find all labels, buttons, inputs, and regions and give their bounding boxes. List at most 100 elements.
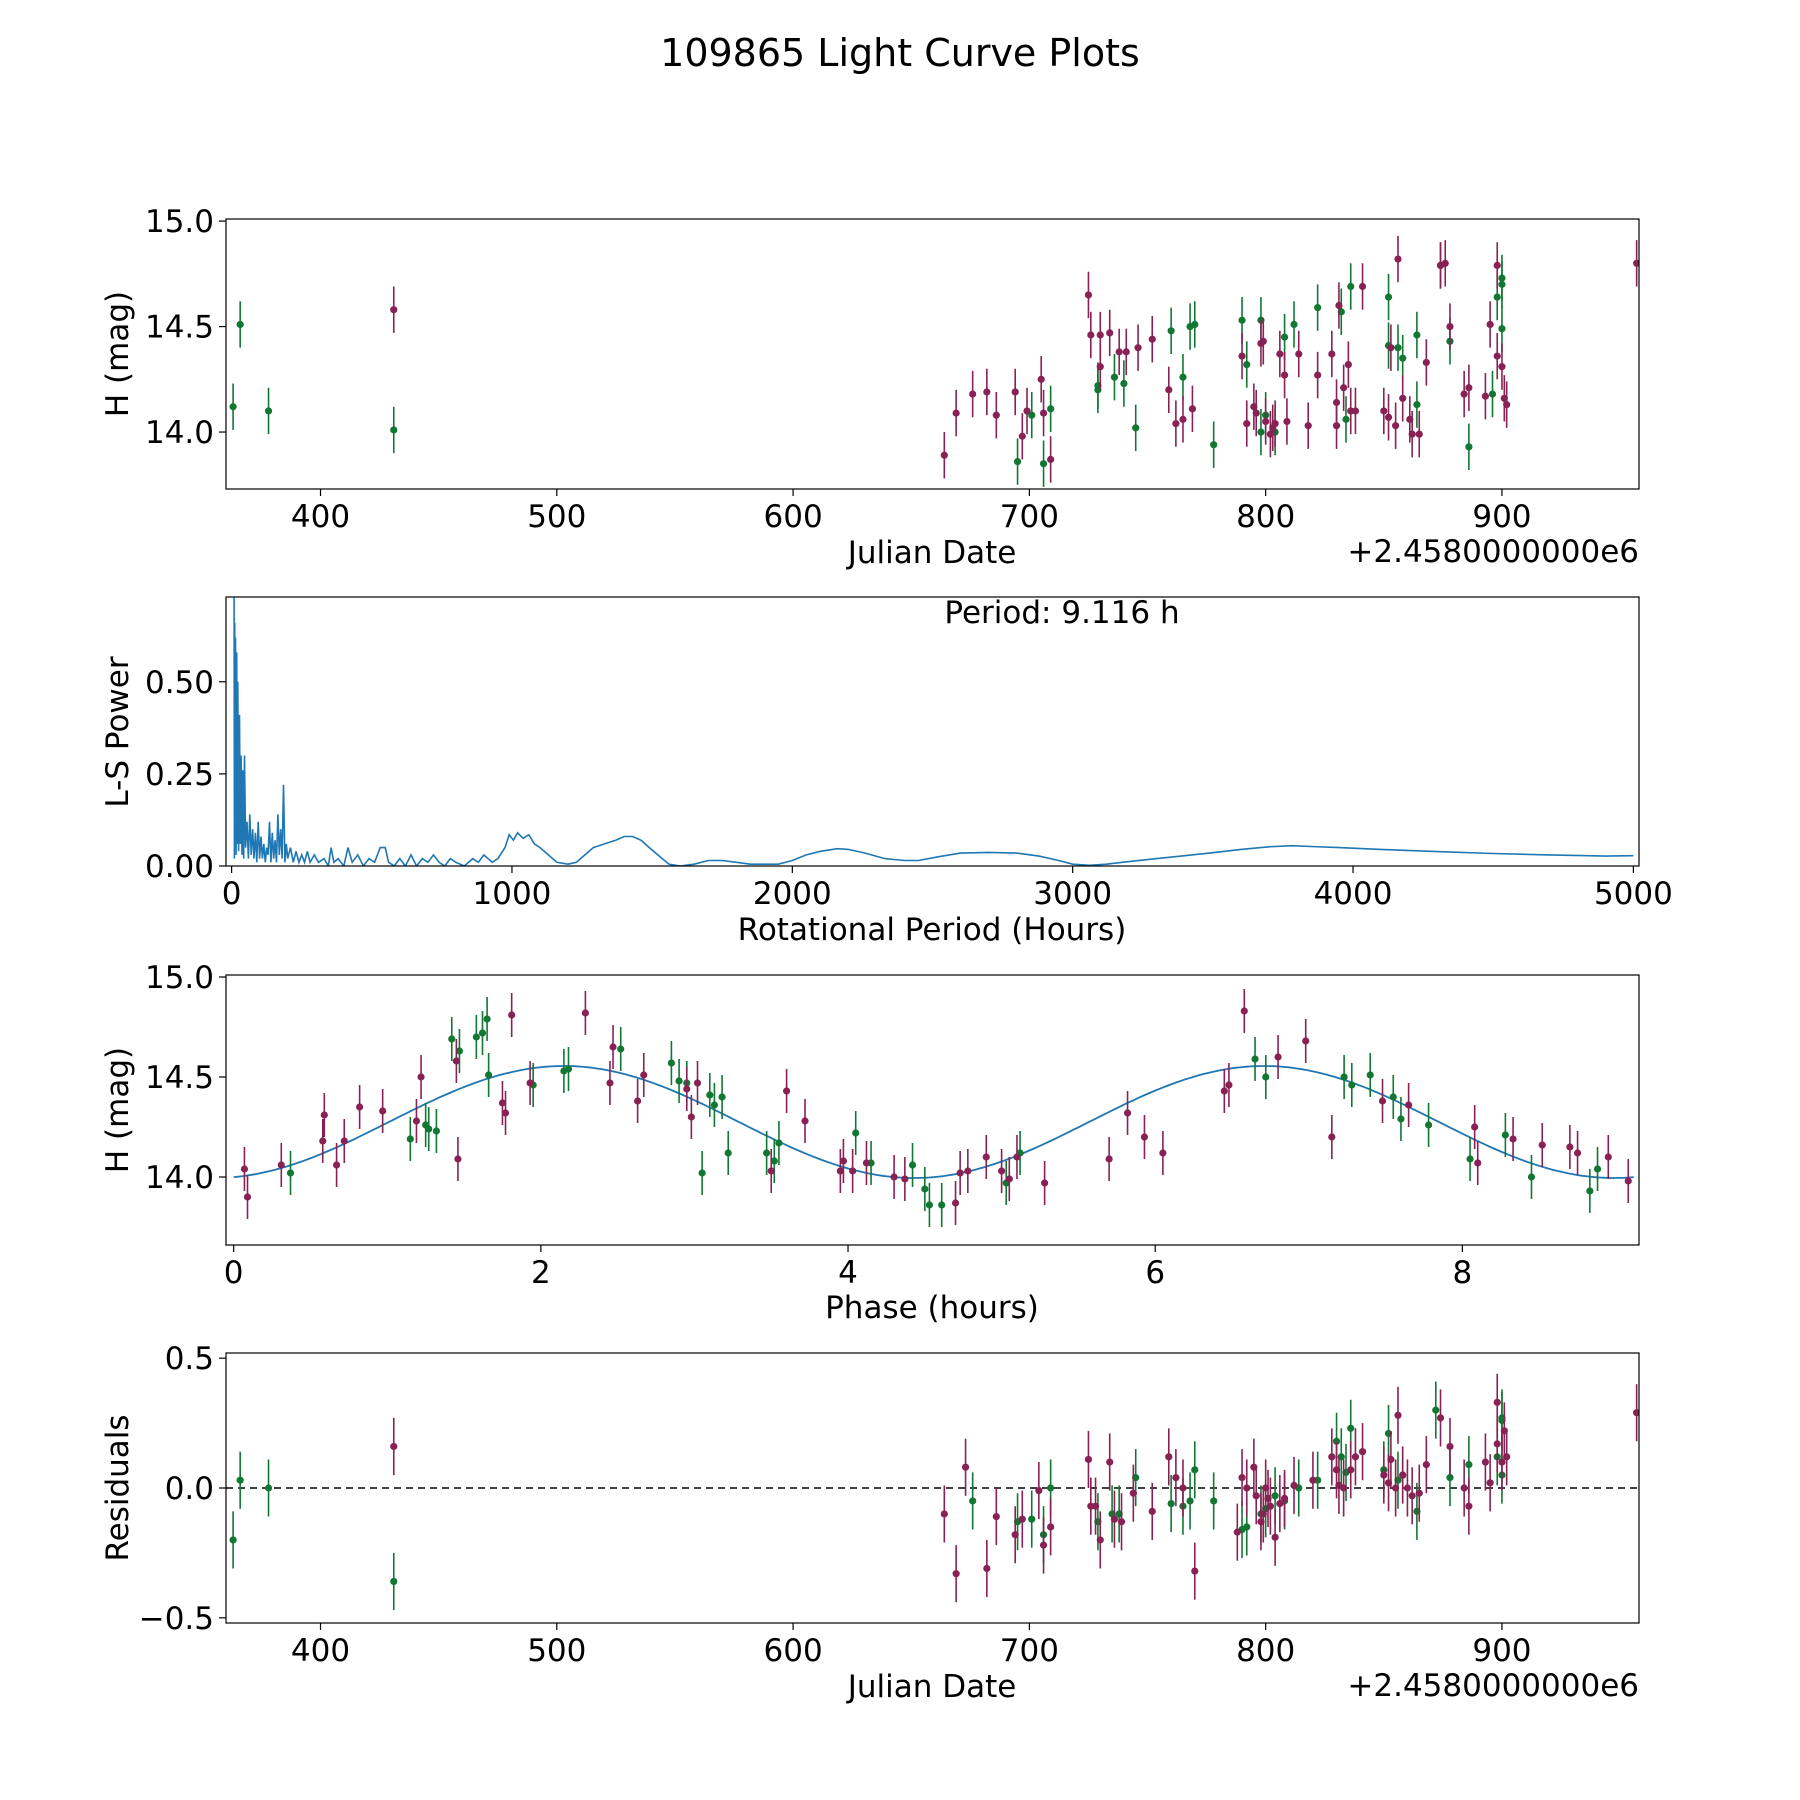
filter-purple-point	[1498, 363, 1506, 371]
filter-purple-point	[1096, 331, 1104, 339]
filter-purple-point	[1233, 1528, 1241, 1536]
filter-green-point	[286, 1169, 295, 1177]
filter-purple-point	[1148, 335, 1156, 343]
filter-purple-point	[640, 1071, 648, 1079]
residuals-ytick-label: 0.0	[165, 1471, 214, 1507]
filter-green-point	[1167, 1499, 1175, 1508]
filter-purple-point	[1140, 1133, 1149, 1141]
filter-purple-point	[1122, 348, 1130, 356]
lightcurve-marks	[229, 235, 1639, 487]
filter-purple-point	[1328, 350, 1336, 358]
filter-purple-point	[1503, 401, 1511, 409]
lightcurve-x-offset: +2.4580000000e6	[1347, 534, 1639, 570]
filter-green-point	[483, 1015, 491, 1023]
filter-green-point	[1347, 282, 1355, 291]
filter-green-point	[455, 1047, 464, 1055]
filter-purple-point	[1344, 360, 1352, 369]
filter-purple-point	[992, 411, 1000, 419]
filter-purple-point	[1047, 455, 1055, 464]
filter-green-point	[1238, 316, 1246, 324]
filter-purple-point	[1328, 1453, 1336, 1461]
phased-xlabel: Phase (hours)	[825, 1290, 1039, 1326]
filter-green-point	[718, 1093, 726, 1101]
filter-purple-point	[1243, 1484, 1251, 1492]
filter-purple-point	[1408, 1492, 1416, 1500]
filter-purple-point	[1403, 1484, 1412, 1492]
filter-purple-point	[1159, 1149, 1167, 1157]
filter-purple-point	[1493, 352, 1501, 360]
residuals-xlabel: Julian Date	[846, 1669, 1017, 1705]
filter-green-point	[1290, 320, 1298, 329]
filter-purple-point	[1309, 1476, 1317, 1484]
filter-purple-point	[379, 1107, 387, 1115]
filter-purple-point	[1380, 1471, 1388, 1479]
filter-green-point	[1251, 1055, 1259, 1063]
filter-green-point	[1465, 443, 1473, 451]
filter-green-point	[1210, 441, 1218, 449]
periodogram-panel: 0 1000 2000 3000 4000 5000 0.00 0.25 0.50 Period…	[100, 595, 1673, 948]
filter-purple-point	[693, 1079, 702, 1087]
filter-green-point	[1586, 1187, 1594, 1195]
periodogram-xlabel: Rotational Period (Hours)	[738, 912, 1127, 948]
filter-green-point	[724, 1149, 732, 1157]
filter-purple-point	[1394, 1411, 1402, 1419]
filter-purple-point	[1011, 388, 1019, 396]
filter-purple-point	[501, 1109, 510, 1117]
filter-purple-point	[390, 306, 398, 314]
filter-purple-point	[1573, 1149, 1582, 1157]
filter-green-point	[969, 1497, 977, 1505]
filter-green-point	[1424, 1121, 1433, 1129]
filter-green-point	[1314, 303, 1322, 312]
filter-purple-point	[1493, 1398, 1501, 1406]
filter-green-point	[448, 1035, 456, 1043]
filter-green-point	[1340, 1073, 1348, 1081]
filter-purple-point	[1091, 1502, 1100, 1510]
filter-green-point	[1493, 293, 1501, 301]
filter-purple-point	[1387, 344, 1395, 352]
filter-green-point	[472, 1033, 480, 1041]
filter-purple-point	[890, 1173, 898, 1181]
filter-green-point	[921, 1185, 929, 1193]
filter-green-point	[1501, 1131, 1509, 1139]
filter-purple-point	[1047, 1523, 1055, 1531]
filter-purple-point	[1486, 1479, 1494, 1487]
residuals-x-offset: +2.4580000000e6	[1347, 1668, 1639, 1704]
filter-purple-point	[683, 1085, 691, 1093]
filter-green-point	[925, 1201, 934, 1209]
phased-xtick-label: 4	[838, 1255, 858, 1291]
filter-purple-point	[1266, 1502, 1274, 1510]
filter-purple-point	[1290, 1481, 1298, 1490]
filter-purple-point	[862, 1159, 871, 1167]
filter-purple-point	[1106, 1458, 1114, 1466]
periodogram-frame	[225, 596, 1640, 867]
filter-purple-point	[1106, 329, 1114, 337]
filter-green-point	[229, 1536, 237, 1544]
periodogram-axes: 0 1000 2000 3000 4000 5000 0.00 0.25 0.50	[145, 665, 1673, 912]
filter-green-point	[425, 1125, 433, 1133]
filter-green-point	[264, 1484, 273, 1492]
filter-purple-point	[1340, 384, 1348, 392]
residuals-xtick-label: 500	[527, 1633, 586, 1669]
filter-purple-point	[1604, 1153, 1612, 1161]
filter-purple-point	[1276, 350, 1284, 358]
filter-purple-point	[609, 1043, 617, 1051]
filter-purple-point	[1039, 1541, 1048, 1549]
filter-purple-point	[1276, 1499, 1284, 1508]
filter-green-point	[1167, 327, 1175, 335]
filter-green-point	[1498, 274, 1506, 282]
filter-green-point	[1132, 424, 1140, 432]
lightcurve-xlabel: Julian Date	[846, 535, 1017, 571]
filter-purple-point	[952, 409, 960, 417]
filter-purple-point	[319, 1137, 327, 1145]
filter-green-point	[1110, 373, 1119, 381]
filter-purple-point	[1179, 415, 1187, 423]
filter-purple-point	[1314, 371, 1322, 379]
filter-purple-point	[1481, 392, 1490, 400]
filter-purple-point	[1243, 420, 1251, 428]
periodogram-line	[233, 597, 1634, 866]
lightcurve-ytick-label: 15.0	[145, 204, 214, 240]
residuals-xtick-label: 900	[1472, 1633, 1531, 1669]
filter-purple-point	[412, 1117, 421, 1125]
filter-purple-point	[1037, 375, 1045, 383]
